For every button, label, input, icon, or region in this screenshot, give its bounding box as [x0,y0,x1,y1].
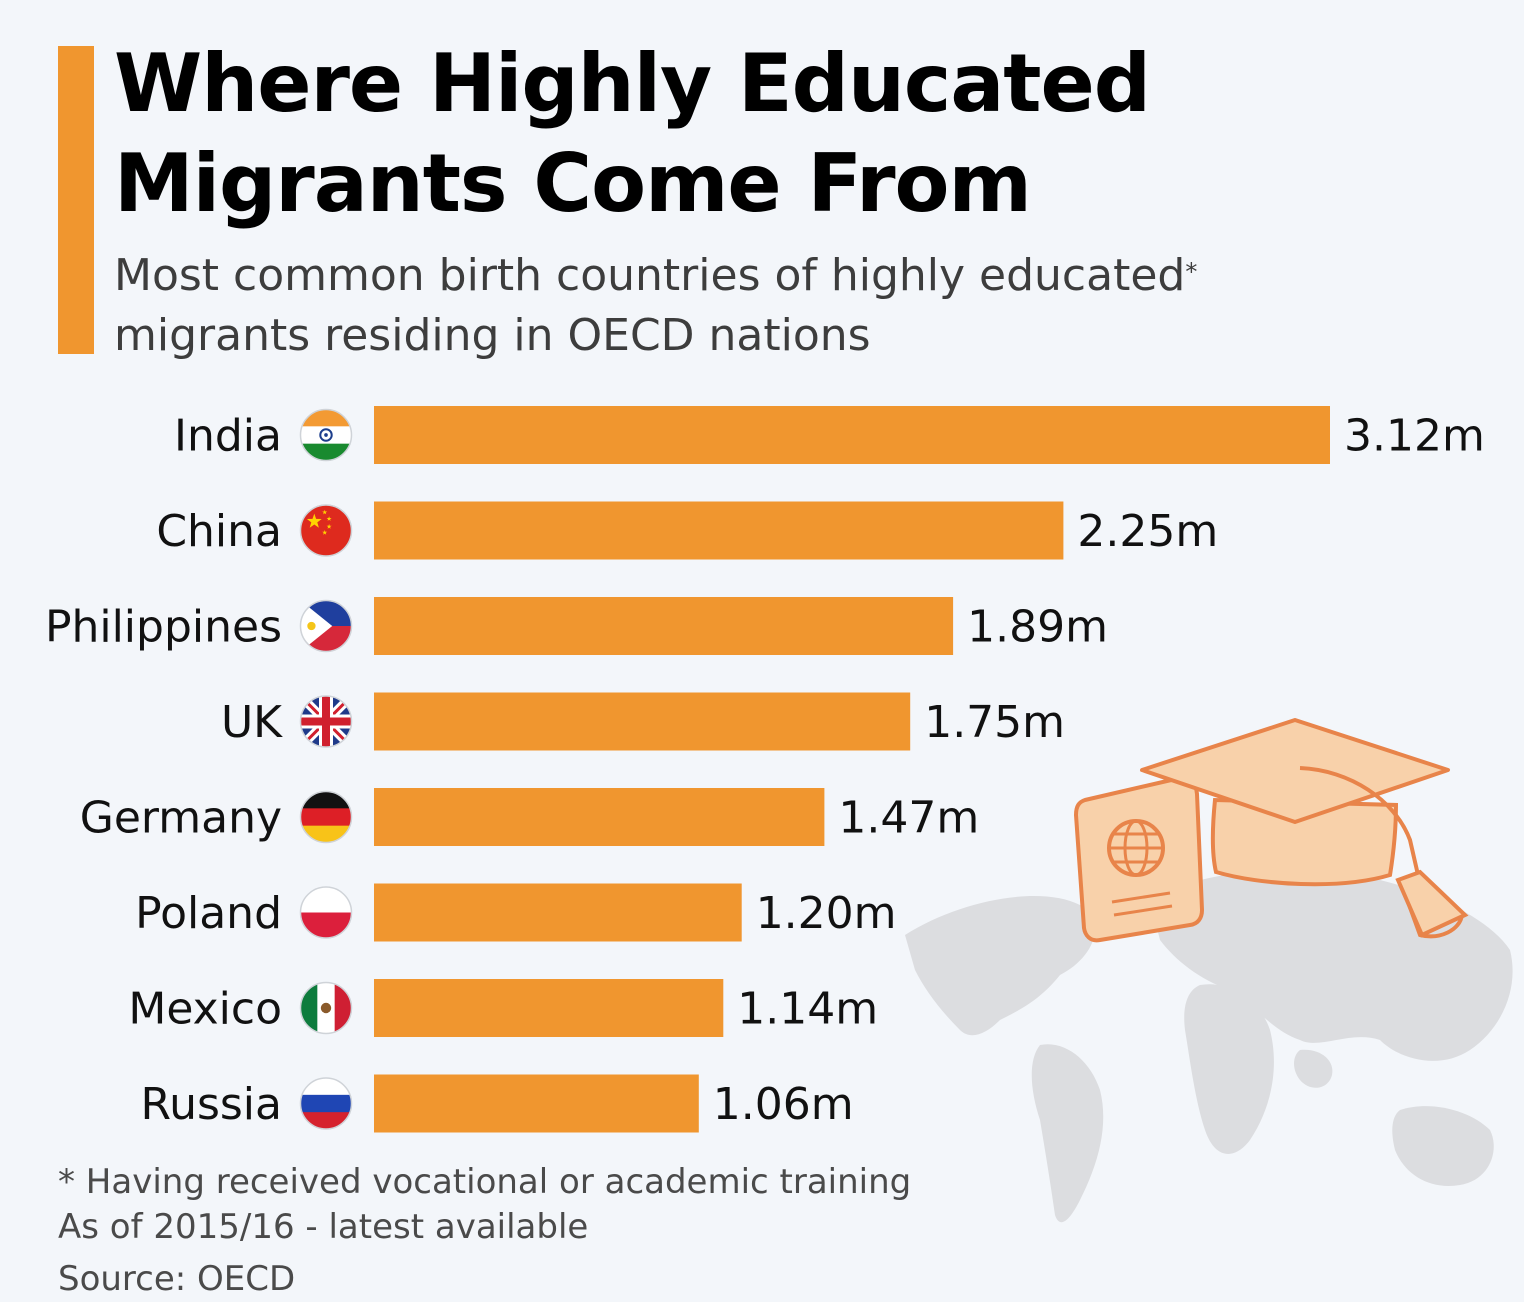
value-label: 1.75m [924,697,1065,748]
subtitle-line-2: migrants residing in OECD nations [114,310,871,361]
value-label: 1.06m [713,1079,854,1130]
bar-germany [374,788,825,846]
title-line-2: Migrants Come From [114,137,1032,230]
category-label: China [156,506,282,557]
bar-china [374,501,1064,560]
title-line-1: Where Highly Educated [114,37,1151,130]
philippines-flag-icon-border [299,599,353,653]
india-flag-icon-border [299,408,353,462]
subtitle-line-1-text: Most common birth countries of highly ed… [114,250,1186,301]
category-label: Russia [140,1079,282,1130]
category-label: Mexico [128,983,282,1034]
footnote: * Having received vocational or academic… [58,1162,912,1202]
category-label: UK [221,697,283,748]
accent-bar [58,46,94,354]
poland-flag-icon-border [299,886,353,939]
bar-poland [374,883,742,942]
chart-title: Where Highly Educated Migrants Come From [114,34,1414,234]
bar-india [374,406,1330,464]
category-label: India [174,410,282,461]
uk-flag-icon [300,695,352,748]
chart-subtitle: Most common birth countries of highly ed… [114,246,1414,366]
subtitle-asterisk: * [1185,258,1198,286]
mexico-flag-icon-border [299,981,353,1035]
bar-russia [374,1074,699,1133]
value-label: 2.25m [1077,506,1218,557]
value-label: 1.20m [756,888,897,939]
category-label: Poland [135,888,282,939]
graduation-cap-icon [1140,718,1469,939]
bar-mexico [374,979,724,1037]
category-label: Germany [80,792,282,843]
uk-flag-icon-border [299,695,353,748]
russia-flag-icon-border [299,1077,353,1130]
as-of-note: As of 2015/16 - latest available [58,1207,589,1247]
bar-philippines [374,597,954,655]
value-label: 1.14m [737,983,878,1034]
germany-flag-icon-border [299,790,353,844]
source-note: Source: OECD [58,1259,296,1299]
value-label: 1.47m [838,792,979,843]
china-flag-icon [300,504,352,557]
category-label: Philippines [45,601,282,652]
value-label: 1.89m [967,601,1108,652]
subtitle-line-1: Most common birth countries of highly ed… [114,246,1414,306]
china-flag-icon-border [299,504,353,557]
bar-uk [374,692,911,751]
value-label: 3.12m [1344,410,1485,461]
